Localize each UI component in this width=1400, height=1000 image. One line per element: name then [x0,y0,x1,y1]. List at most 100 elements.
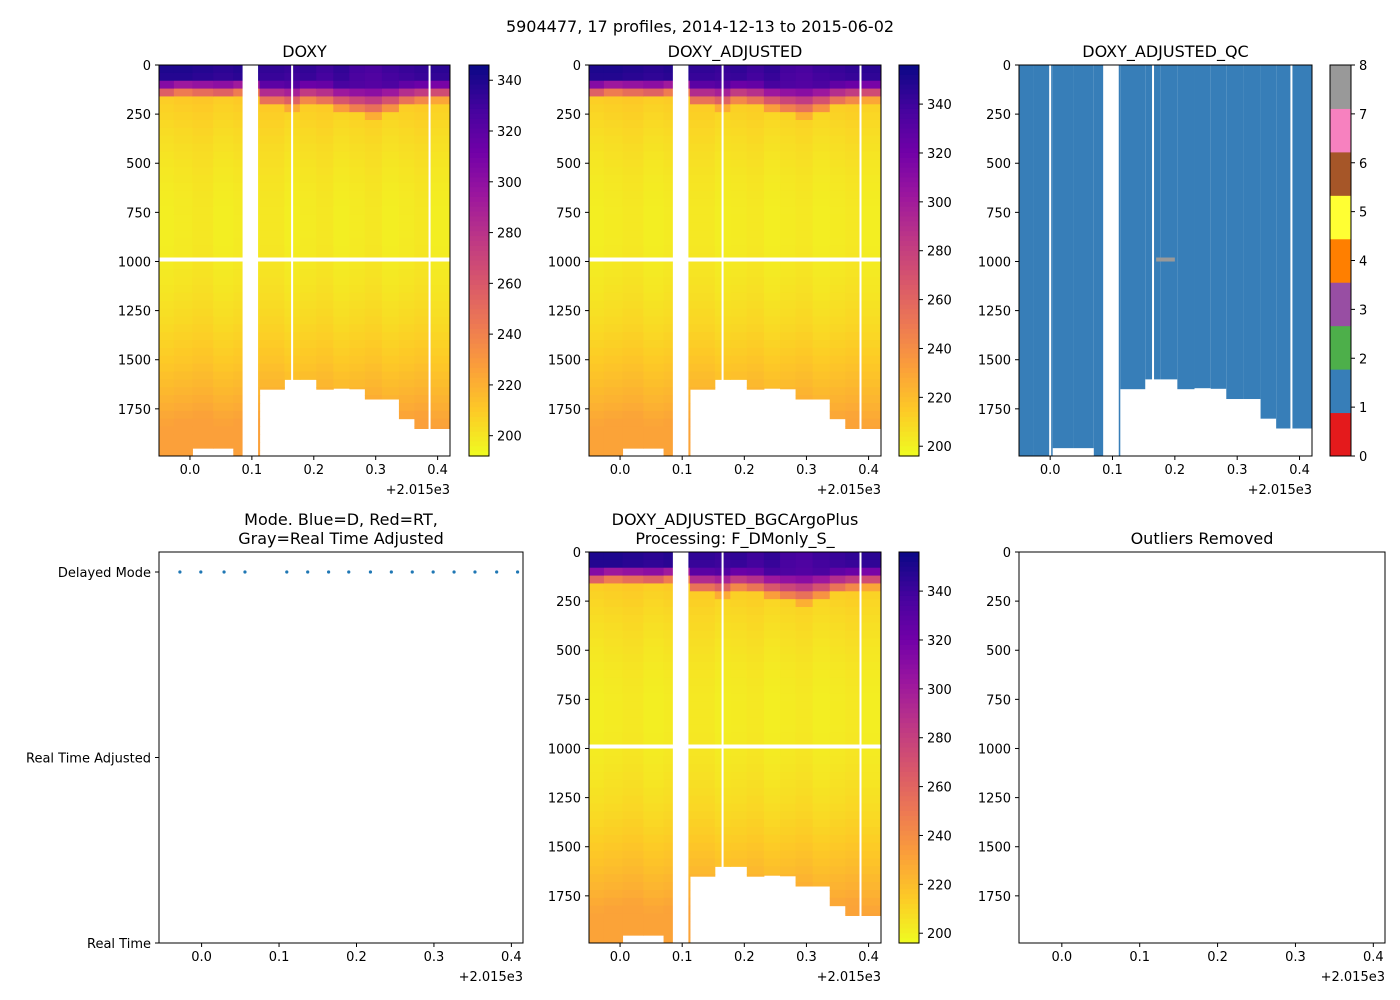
heatmap-cell [213,175,234,184]
heatmap-cell [730,850,748,860]
colorbar-tick-label: 300 [927,683,952,698]
heatmap-cell [812,143,831,152]
heatmap-cell [398,96,415,105]
heatmap-cell [829,599,846,608]
heatmap-cell [730,347,748,357]
heatmap-cell [845,819,862,828]
heatmap-cell [414,88,431,97]
heatmap-cell [812,795,831,804]
heatmap-cell [603,889,624,899]
heatmap-cell [746,677,765,687]
heatmap-cell [589,772,605,781]
heatmap-cell [829,324,846,333]
heatmap-cell [429,104,451,113]
heatmap-cell [689,237,716,247]
heatmap-cell [860,874,882,883]
heatmap-cell [414,198,431,207]
panel-title: DOXY_ADJUSTED [668,42,803,62]
heatmap-cell [812,646,831,655]
heatmap-cell [643,929,665,936]
x-tick-label: 0.3 [796,950,817,965]
heatmap-cell [213,410,234,420]
heatmap-cell [812,395,831,400]
colorbar-swatch [899,265,919,271]
heatmap-cell [795,88,814,97]
heatmap-cell [795,340,814,349]
heatmap-cell [589,913,605,922]
heatmap-cell [860,811,882,820]
colorbar-tick-label: 340 [497,74,522,89]
colorbar-swatch [899,338,919,345]
colorbar-swatch [469,451,489,457]
heatmap-cell [589,80,605,90]
heatmap-cell [316,120,334,129]
colorbar-swatch [899,201,919,208]
heatmap-cell [622,905,644,915]
heatmap-cell [763,630,781,639]
heatmap-cell [429,80,451,90]
colorbar-swatch [899,928,919,934]
heatmap-cell [689,120,716,129]
heatmap-cell [763,292,781,302]
heatmap-cell [589,607,605,616]
colorbar-swatch [899,703,919,709]
heatmap-cell [333,135,350,145]
heatmap-cell [643,811,665,820]
heatmap-cell [746,214,765,223]
heatmap-cell [333,363,350,373]
colorbar-swatch [1330,282,1351,327]
heatmap-cell [845,803,862,812]
heatmap-cell [860,756,882,765]
heatmap-cell [398,65,415,74]
heatmap-cell [299,308,317,317]
heatmap-cell [333,340,350,349]
heatmap-cell [398,222,415,231]
heatmap-cell [763,834,781,844]
heatmap-cell [192,269,214,278]
heatmap-cell [780,607,797,616]
y-tick-label: 250 [986,595,1011,610]
heatmap-cell [192,182,214,192]
heatmap-cell [643,654,665,663]
heatmap-cell [845,614,862,624]
heatmap-cell [780,850,797,860]
heatmap-cell [349,65,366,74]
heatmap-cell [622,622,644,632]
heatmap-cell [730,772,748,781]
heatmap-cell [603,355,624,365]
colorbar-swatch [469,138,489,144]
heatmap-cell [414,65,431,74]
heatmap-cell [812,222,831,231]
colorbar-tick-label: 220 [927,391,952,406]
heatmap-cell [159,277,175,286]
heatmap-cell [414,214,431,223]
heatmap-cell [689,379,716,388]
heatmap-cell [860,96,882,105]
heatmap-cell [746,135,765,145]
heatmap-cell [730,724,748,734]
heatmap-cell [429,340,451,349]
heatmap-cell [689,65,716,74]
heatmap-cell [589,127,605,137]
heatmap-cell [259,285,285,294]
heatmap-cell [730,614,748,624]
heatmap-cell [299,104,317,113]
heatmap-cell [763,230,781,239]
heatmap-cell [812,779,831,789]
heatmap-cell [381,355,400,365]
heatmap-cell [159,379,175,388]
heatmap-cell [398,72,415,82]
heatmap-cell [349,167,366,176]
heatmap-cell [398,88,415,97]
heatmap-cell [364,159,383,168]
mode-point [243,570,247,574]
heatmap-cell [398,340,415,349]
heatmap-cell [213,434,234,443]
heatmap-cell [622,418,644,428]
colorbar-swatch [899,683,919,690]
heatmap-cell [746,630,765,639]
colorbar-swatch [899,328,919,335]
heatmap-cell [860,662,882,671]
heatmap-cell [643,222,665,231]
qc-cell [1210,65,1227,389]
